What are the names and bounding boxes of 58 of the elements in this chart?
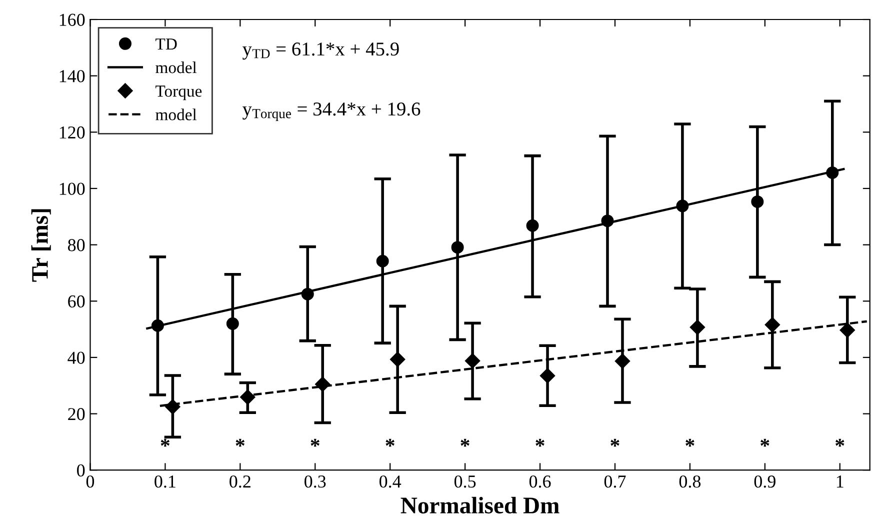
point (226, 317, 239, 330)
point (614, 354, 630, 369)
point (376, 254, 389, 268)
y-tick-label: 100 (60, 182, 85, 195)
x-tick-label: 0.8 (679, 475, 701, 488)
x-tick-label: 0.6 (529, 475, 551, 488)
x-tick-label: 0 (86, 475, 94, 488)
x-tick-label: 0.5 (454, 475, 476, 488)
y-tick-label: 120 (60, 126, 85, 139)
legend-label: model (156, 108, 197, 120)
y-tick-label: 160 (60, 14, 85, 26)
point (151, 319, 164, 332)
annotation: * (310, 438, 320, 447)
y-tick-label: 60 (68, 295, 85, 308)
point (451, 241, 464, 254)
y-tick-label: 40 (68, 352, 85, 364)
x-tick-label: 0.1 (154, 475, 176, 488)
x-tick-label: 0.3 (304, 475, 326, 488)
point (764, 317, 780, 332)
point (526, 219, 539, 232)
annotation: y$_{TD}$ = 61.1*x + 45.9 (242, 42, 399, 60)
annotation: * (836, 438, 844, 447)
point (464, 353, 480, 368)
y-tick-label: 140 (60, 70, 85, 82)
point (840, 322, 855, 338)
x-tick-label: 0.2 (230, 475, 250, 488)
point (301, 288, 314, 300)
annotation: * (160, 438, 170, 447)
point (601, 214, 614, 228)
point (240, 390, 256, 405)
point (315, 376, 330, 392)
x-tick-label: 0.7 (604, 475, 626, 488)
x-axis-title: Normalised Dm (400, 496, 560, 514)
y-tick-label: 20 (68, 408, 85, 420)
x-tick-label: 0.9 (754, 475, 776, 488)
annotation: * (236, 438, 244, 447)
legend-label: TD (156, 38, 177, 50)
point (690, 320, 706, 335)
annotation: * (536, 438, 544, 447)
point (826, 166, 839, 179)
annotation: * (386, 438, 394, 447)
annotation: * (460, 438, 470, 447)
annotation: y$_{Torque}$ = 34.4*x + 19.6 (242, 102, 420, 121)
y-tick-label: 0 (77, 464, 85, 477)
point (165, 399, 180, 414)
point (751, 195, 764, 208)
annotation: * (760, 438, 770, 447)
x-tick-label: 1 (836, 476, 844, 488)
annotation: * (686, 438, 694, 447)
x-tick-label: 0.4 (379, 475, 402, 488)
legend-label: model (156, 61, 197, 74)
y-axis-title: Tr [ms] (31, 209, 51, 282)
legend-label: Torque (156, 86, 202, 100)
point (540, 368, 556, 384)
annotation: * (610, 438, 620, 447)
point (676, 200, 689, 212)
point (390, 352, 406, 367)
y-tick-label: 80 (68, 239, 85, 252)
